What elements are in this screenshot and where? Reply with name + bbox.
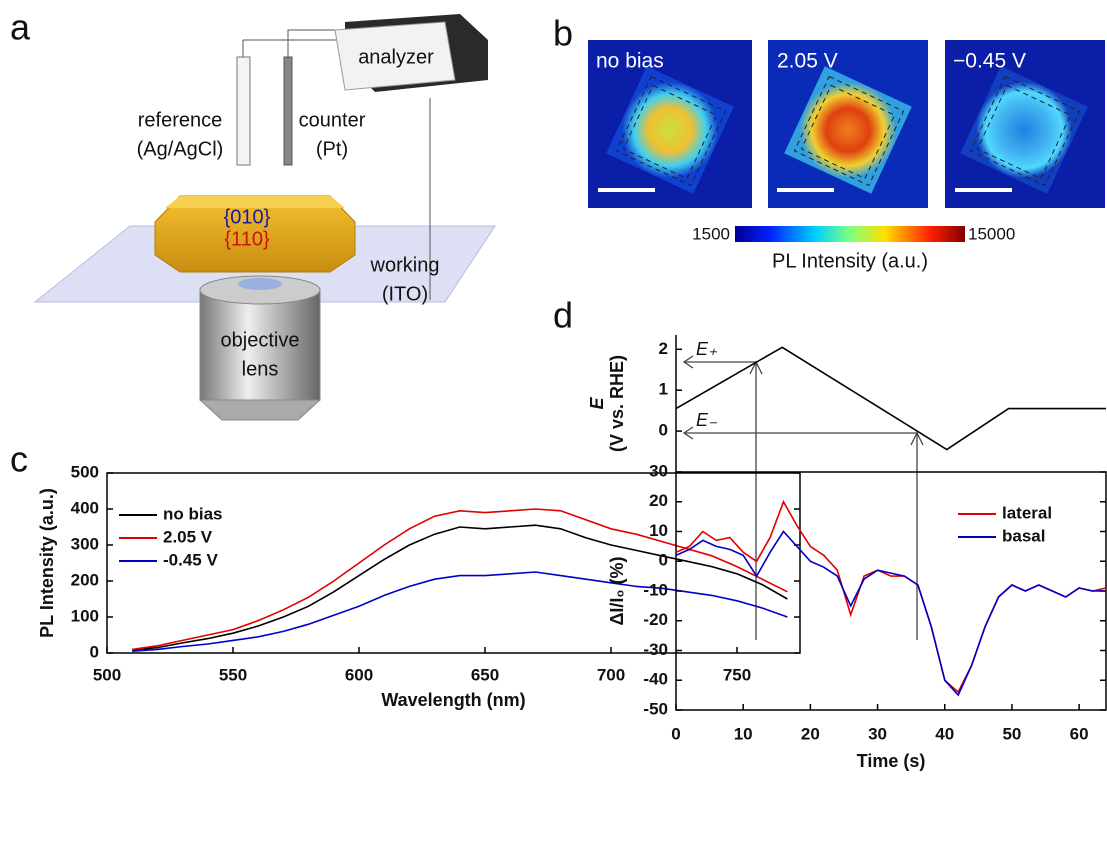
colorbar-max: 15000 (968, 224, 1015, 243)
x-tick-label: 750 (723, 665, 751, 684)
x-tick-label: 700 (597, 665, 625, 684)
image-label: −0.45 V (953, 50, 1026, 73)
setup-diagram: analyzer reference (Ag/AgCl) counter (Pt… (35, 14, 495, 420)
y-tick-label: 0 (659, 551, 668, 570)
image-label: no bias (596, 50, 664, 73)
panel-label: d (553, 295, 573, 336)
x-tick-label: 600 (345, 665, 373, 684)
legend-label: basal (1002, 526, 1045, 545)
y-tick-label: 30 (649, 461, 668, 480)
x-axis-label: Wavelength (nm) (381, 690, 525, 710)
x-tick-label: 60 (1070, 724, 1089, 743)
x-tick-label: 40 (935, 724, 954, 743)
colorbar-label: PL Intensity (a.u.) (772, 250, 928, 272)
colorbar-min: 1500 (692, 224, 730, 243)
y-tick-label: 300 (71, 534, 99, 553)
x-tick-label: 650 (471, 665, 499, 684)
reference-label: (Ag/AgCl) (137, 138, 224, 160)
annotation: E₋ (696, 410, 718, 430)
panel-label: c (10, 439, 28, 480)
objective-label: objective (221, 329, 300, 351)
legend-label: lateral (1002, 503, 1052, 522)
y-tick-label: 200 (71, 570, 99, 589)
y-axis-label: PL Intensity (a.u.) (37, 488, 57, 638)
y-tick-label: 500 (71, 462, 99, 481)
y-tick-label: -30 (643, 640, 668, 659)
wire (288, 30, 338, 57)
y-tick-label: -50 (643, 699, 668, 718)
counter-electrode (284, 57, 292, 165)
x-tick-label: 0 (671, 724, 680, 743)
pl-images: no bias 2.05 V −0.45 V 1500 15000 PL Int… (588, 40, 1105, 272)
data-line (132, 509, 787, 649)
legend-label: 2.05 V (163, 527, 213, 546)
x-tick-label: 50 (1002, 724, 1021, 743)
x-tick-label: 500 (93, 665, 121, 684)
analyzer-label: analyzer (358, 46, 434, 68)
annotation: E₊ (696, 339, 718, 359)
y-tick-label: 20 (649, 491, 668, 510)
y-tick-label: -10 (643, 580, 668, 599)
facet-label: {010} (224, 206, 271, 228)
y-tick-label: 2 (659, 339, 668, 358)
image-label: 2.05 V (777, 50, 838, 73)
figure: analyzer reference (Ag/AgCl) counter (Pt… (0, 0, 1107, 862)
objective-tip (200, 400, 320, 420)
working-label: working (370, 254, 440, 276)
y-tick-label: 400 (71, 498, 99, 517)
y-axis-label: ΔI/I₀ (%) (607, 556, 627, 625)
legend-label: no bias (163, 504, 223, 523)
y-axis-label: (V vs. RHE) (607, 355, 627, 452)
x-tick-label: 10 (734, 724, 753, 743)
arrow (684, 362, 756, 640)
y-tick-label: 100 (71, 606, 99, 625)
objective-label: lens (242, 358, 279, 380)
working-label: (ITO) (382, 283, 428, 305)
objective-glass (238, 278, 282, 290)
legend-label: -0.45 V (163, 550, 218, 569)
y-tick-label: -40 (643, 670, 668, 689)
panel-label: b (553, 13, 573, 54)
reference-label: reference (138, 109, 223, 131)
facet-label: {110} (224, 228, 270, 250)
y-tick-label: 10 (649, 521, 668, 540)
data-line (132, 572, 787, 651)
reference-electrode (237, 57, 250, 165)
x-tick-label: 20 (801, 724, 820, 743)
y-axis-label: E (587, 397, 607, 410)
y-tick-label: 1 (659, 380, 668, 399)
counter-label: (Pt) (316, 138, 348, 160)
x-tick-label: 550 (219, 665, 247, 684)
x-tick-label: 30 (868, 724, 887, 743)
panel-label: a (10, 7, 31, 48)
y-tick-label: 0 (90, 642, 99, 661)
y-tick-label: -20 (643, 610, 668, 629)
data-line (132, 525, 787, 650)
colorbar (735, 226, 965, 242)
x-axis-label: Time (s) (857, 751, 926, 771)
counter-label: counter (299, 109, 366, 131)
y-tick-label: 0 (659, 421, 668, 440)
